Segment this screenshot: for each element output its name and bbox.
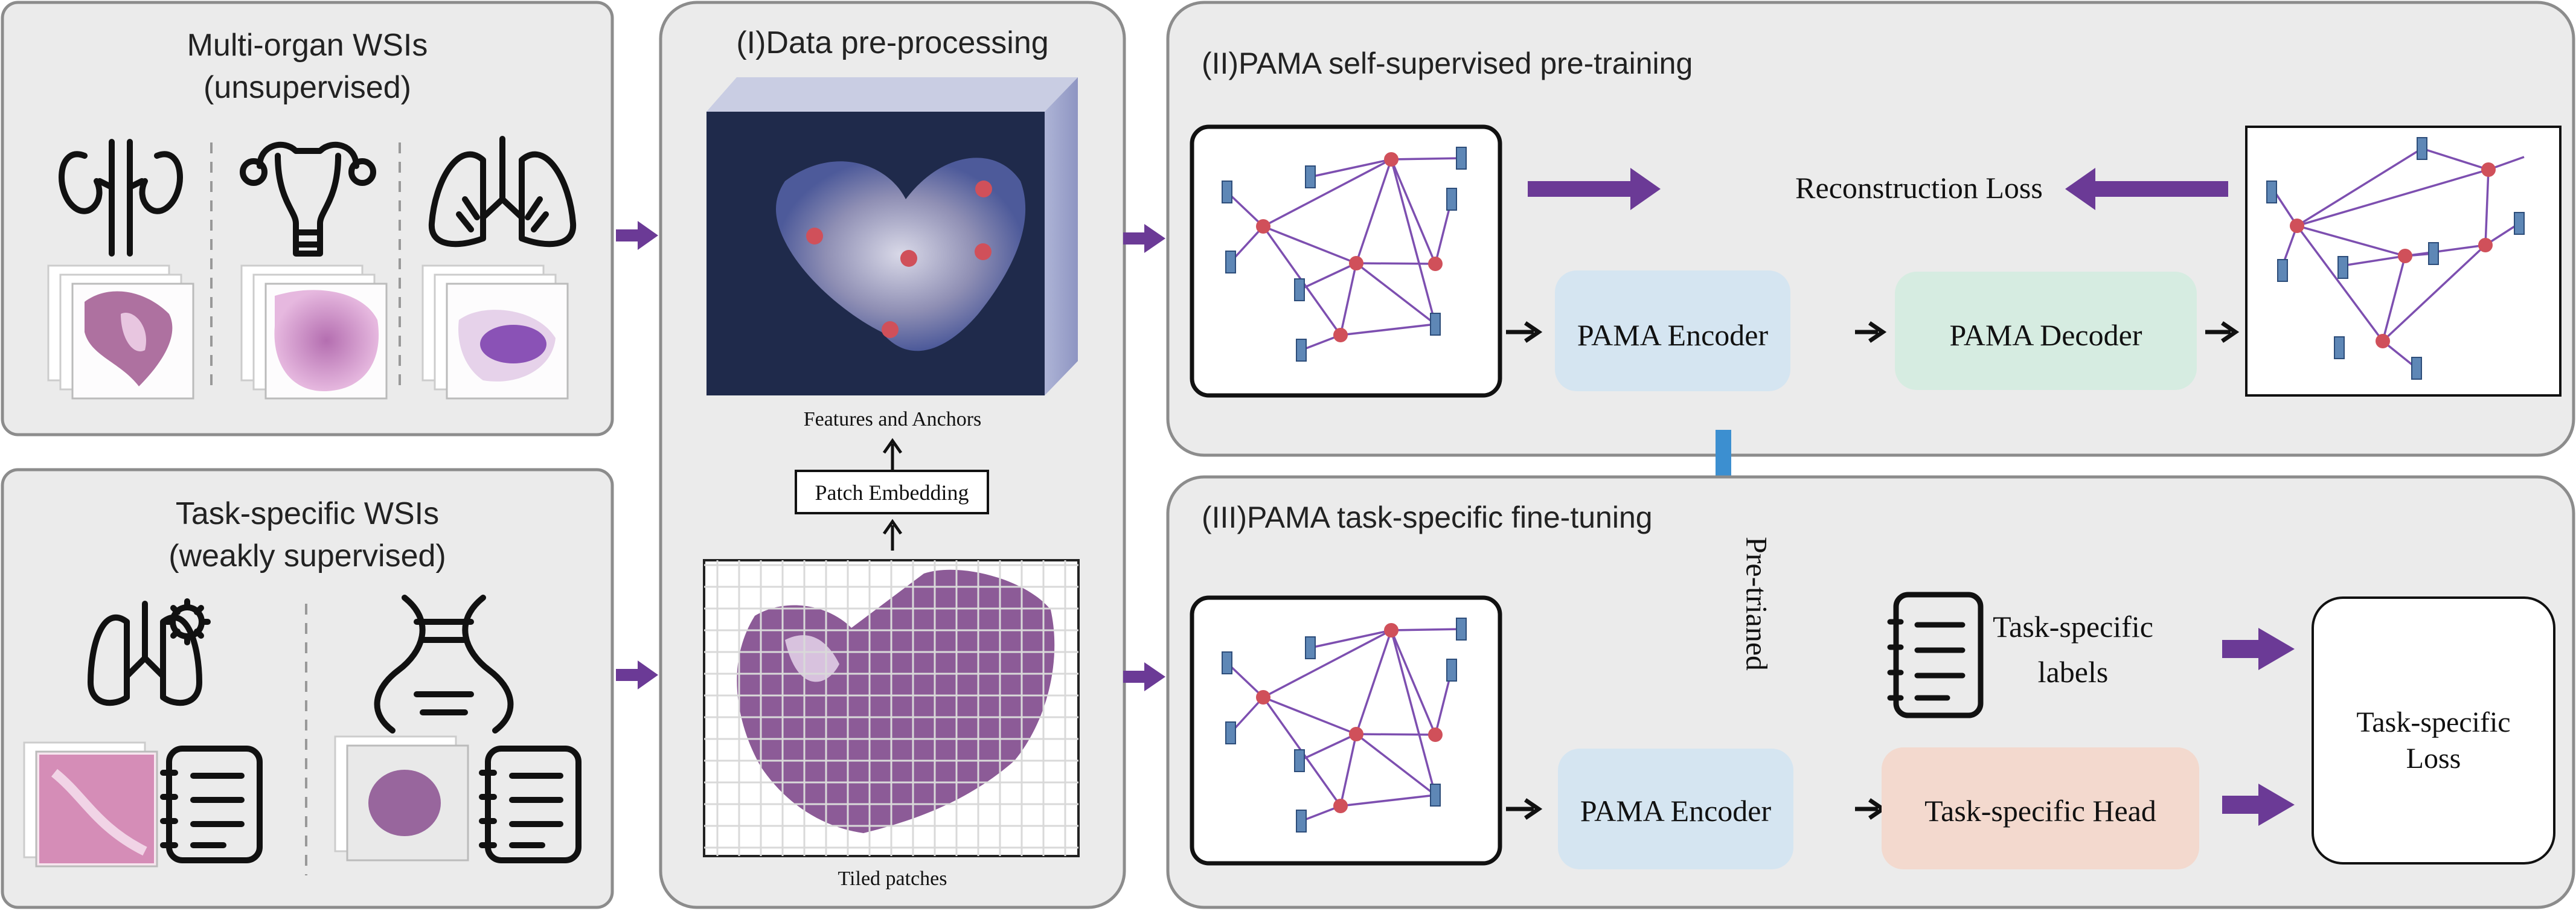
tiled-patches-label: Tiled patches — [838, 868, 947, 890]
multi-organ-title-line2: (unsupervised) — [203, 70, 411, 105]
arrow-up-to-embedding — [882, 519, 903, 551]
task-list-icon — [160, 746, 263, 863]
pama-encoder-pretrain-label: PAMA Encoder — [1577, 318, 1769, 352]
arrow-labels-to-loss — [2222, 628, 2295, 670]
task-labels-line2: labels — [2038, 655, 2109, 689]
arrow-from-decoder-output — [2065, 168, 2228, 210]
feature-cube — [706, 77, 1078, 395]
task-specific-head — [1882, 747, 2199, 869]
patch-embedding-label: Patch Embedding — [815, 481, 969, 505]
slide-stack-5 — [334, 735, 469, 861]
patch-embedding-box — [795, 470, 989, 514]
slide-stack-4 — [23, 741, 158, 868]
arrow-to-preprocessing-top — [616, 221, 658, 250]
pama-decoder-label: PAMA Decoder — [1950, 318, 2142, 352]
arrow-to-pretraining — [1123, 224, 1165, 253]
lung-virus-icon — [88, 598, 211, 706]
task-wsis-title-line1: Task-specific WSIs — [176, 496, 439, 531]
task-specific-loss-box — [2312, 596, 2555, 865]
arrow-up-to-features — [882, 438, 903, 470]
input-graph — [1190, 124, 1502, 398]
anchor-point — [882, 321, 899, 338]
preprocessing-title: (I)Data pre-processing — [736, 25, 1048, 60]
pretraining-panel: (II)PAMA self-supervised pre-training Re… — [1166, 1, 2575, 457]
task-list-icon — [1887, 592, 1984, 718]
reconstructed-graph — [2245, 126, 2562, 397]
uterus-icon — [240, 141, 376, 257]
task-specific-head-label: Task-specific Head — [1924, 794, 2156, 828]
tiled-patches-image — [703, 559, 1080, 857]
anchor-point — [975, 181, 992, 197]
slide-stack-1 — [47, 264, 194, 400]
arrow-to-finetuning — [1123, 662, 1165, 691]
multi-organ-title-line1: Multi-organ WSIs — [187, 28, 428, 63]
arrow-encoder-to-decoder — [1855, 321, 1887, 343]
multi-organ-panel: Multi-organ WSIs (unsupervised) — [1, 1, 614, 436]
pama-encoder-finetune-label: PAMA Encoder — [1580, 794, 1772, 828]
dna-icon — [374, 595, 514, 734]
finetune-input-graph — [1190, 595, 1502, 866]
reconstruction-loss-label: Reconstruction Loss — [1795, 171, 2043, 205]
task-labels-line1: Task-specific — [1993, 610, 2153, 644]
features-anchors-label: Features and Anchors — [804, 408, 982, 430]
task-list-icon — [479, 746, 582, 863]
preprocessing-panel: (I)Data pre-processing Features and Anch… — [659, 1, 1126, 909]
anchor-point — [806, 228, 823, 245]
slide-stack-2 — [240, 264, 388, 400]
finetuning-panel: (III)PAMA task-specific fine-tuning Pre-… — [1166, 475, 2575, 909]
arrow-graph-to-finetune-encoder — [1506, 798, 1543, 820]
anchor-point — [975, 243, 992, 260]
slide-stack-3 — [421, 264, 569, 400]
task-specific-wsis-panel: Task-specific WSIs (weakly supervised) — [1, 468, 614, 909]
arrow-graph-to-encoder — [1506, 321, 1543, 343]
arrow-to-reconstruction-loss — [1528, 168, 1661, 210]
pretraining-title: (II)PAMA self-supervised pre-training — [1202, 46, 1693, 80]
pama-encoder-pretrain — [1555, 270, 1790, 391]
task-loss-line2: Loss — [2406, 743, 2461, 775]
pama-decoder — [1895, 272, 2197, 390]
arrow-head-to-loss — [2222, 784, 2295, 826]
arrow-to-preprocessing-bottom — [616, 660, 658, 689]
pama-encoder-finetune — [1558, 749, 1793, 869]
kidney-icon — [59, 139, 183, 257]
arrow-decoder-to-output — [2205, 321, 2240, 343]
finetuning-title: (III)PAMA task-specific fine-tuning — [1202, 500, 1653, 534]
task-wsis-title-line2: (weakly supervised) — [168, 539, 446, 574]
task-loss-line1: Task-specific — [2356, 706, 2510, 738]
lungs-icon — [428, 136, 577, 248]
pretrained-label: Pre-trianed — [1740, 537, 1774, 671]
anchor-point — [900, 250, 917, 267]
